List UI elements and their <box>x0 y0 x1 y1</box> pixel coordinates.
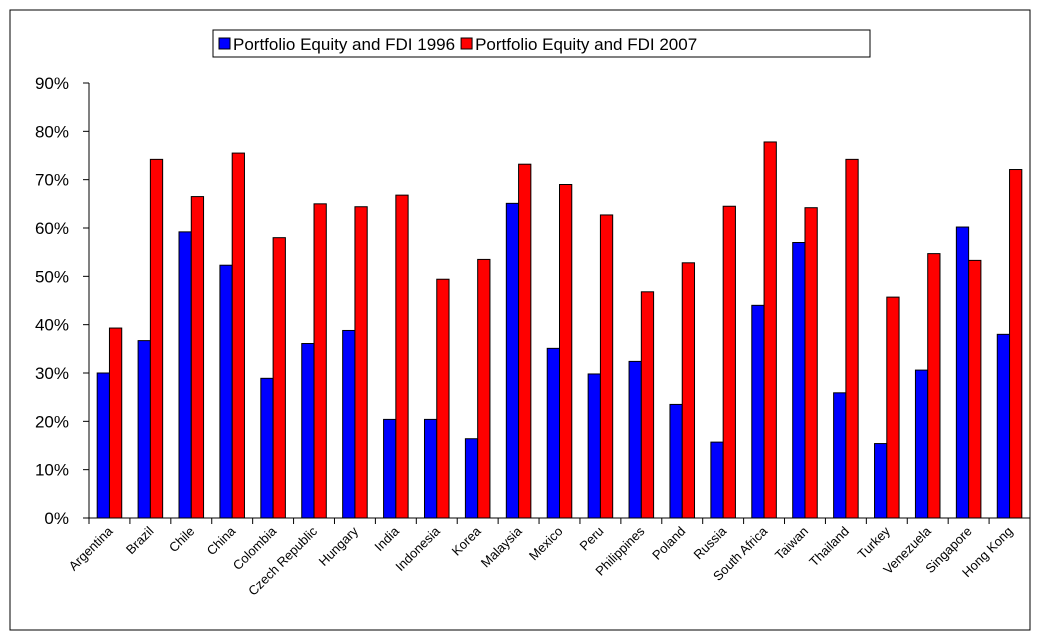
bar <box>751 304 765 519</box>
bar <box>96 372 110 519</box>
bar <box>423 418 438 519</box>
bar <box>927 253 941 519</box>
y-tick-label: 50% <box>35 267 69 286</box>
bar <box>874 443 888 519</box>
bar <box>342 329 356 519</box>
bar <box>477 258 491 519</box>
y-tick-label: 60% <box>35 219 69 238</box>
bar <box>996 333 1011 519</box>
bar <box>886 296 900 519</box>
bar <box>313 203 327 519</box>
bar <box>681 262 696 519</box>
bar <box>518 163 532 519</box>
bar <box>845 158 859 519</box>
legend-label: Portfolio Equity and FDI 1996 <box>233 35 455 54</box>
bar <box>546 347 560 519</box>
legend-swatch <box>218 37 231 50</box>
bar <box>710 441 724 519</box>
bar <box>464 438 479 519</box>
y-tick-label: 0% <box>44 509 69 528</box>
bar <box>587 373 601 519</box>
legend-swatch <box>460 37 473 50</box>
bar <box>669 403 683 519</box>
legend-box <box>212 29 871 58</box>
bar <box>559 184 573 519</box>
bar <box>628 360 642 519</box>
y-tick-label: 40% <box>35 316 69 335</box>
bar <box>505 202 520 519</box>
bar <box>354 206 368 519</box>
y-tick-label: 20% <box>35 412 69 431</box>
bar <box>955 226 970 519</box>
bar <box>383 418 397 519</box>
bar <box>395 194 409 519</box>
bar <box>792 242 806 519</box>
bar <box>968 259 982 519</box>
bar <box>914 369 929 519</box>
bar <box>301 343 315 519</box>
bar <box>178 231 192 519</box>
y-tick-label: 90% <box>35 74 69 93</box>
bar <box>149 158 164 519</box>
legend-label: Portfolio Equity and FDI 2007 <box>475 35 697 54</box>
bar <box>260 377 274 519</box>
bar <box>722 205 736 519</box>
bar <box>763 141 777 519</box>
bar <box>833 392 847 519</box>
bar <box>436 278 450 519</box>
bar <box>219 264 233 519</box>
bar <box>640 291 655 519</box>
bar <box>190 196 205 519</box>
y-tick-label: 80% <box>35 122 69 141</box>
y-tick-label: 70% <box>35 171 69 190</box>
bar <box>108 327 123 519</box>
y-tick-label: 30% <box>35 364 69 383</box>
bar <box>804 207 818 519</box>
bar <box>231 152 245 519</box>
bar <box>272 237 286 519</box>
y-tick-label: 10% <box>35 461 69 480</box>
bar <box>137 340 151 519</box>
bar <box>599 214 614 519</box>
bar <box>1009 169 1023 519</box>
